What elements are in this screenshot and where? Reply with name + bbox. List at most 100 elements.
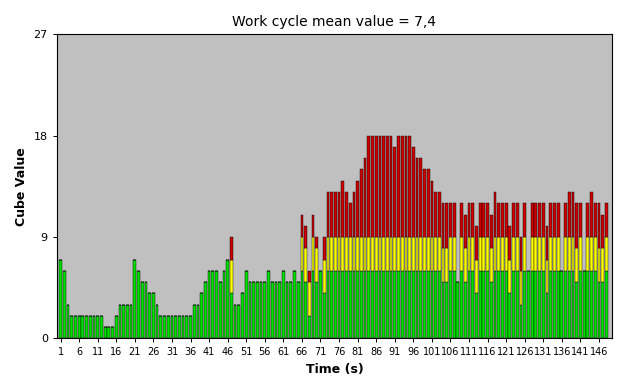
Bar (367, 271, 370, 339)
Bar (401, 136, 404, 237)
Bar (553, 271, 556, 339)
Bar (352, 192, 356, 237)
Bar (594, 271, 597, 339)
Bar (493, 271, 497, 339)
Bar (263, 282, 266, 339)
Bar (564, 271, 567, 339)
Bar (472, 237, 474, 271)
Bar (375, 271, 377, 339)
Bar (389, 237, 393, 271)
Bar (472, 203, 474, 237)
Bar (308, 316, 311, 339)
Bar (460, 203, 463, 237)
Bar (352, 271, 356, 339)
Bar (360, 271, 363, 339)
Bar (512, 271, 515, 339)
Bar (586, 271, 589, 339)
Bar (341, 237, 344, 271)
Bar (412, 147, 414, 237)
Bar (152, 293, 155, 339)
Bar (601, 215, 604, 248)
Bar (416, 271, 418, 339)
Bar (393, 271, 396, 339)
Bar (386, 271, 389, 339)
Bar (312, 215, 315, 237)
Bar (601, 248, 604, 282)
Bar (327, 271, 329, 339)
Bar (134, 260, 136, 339)
Bar (568, 237, 571, 271)
Bar (479, 237, 482, 271)
Bar (427, 237, 429, 271)
Bar (419, 158, 422, 237)
Bar (468, 203, 470, 237)
Bar (605, 203, 608, 237)
Bar (404, 237, 408, 271)
Bar (178, 316, 181, 339)
Bar (490, 248, 493, 282)
Bar (107, 327, 110, 339)
Bar (93, 316, 95, 339)
Bar (230, 237, 233, 260)
Bar (364, 237, 366, 271)
Bar (531, 271, 534, 339)
Bar (453, 271, 456, 339)
Bar (300, 237, 303, 271)
Bar (308, 271, 311, 282)
Bar (445, 282, 448, 339)
Bar (438, 237, 441, 271)
Bar (182, 316, 184, 339)
Bar (582, 271, 586, 339)
Bar (427, 271, 429, 339)
Bar (70, 316, 73, 339)
Bar (545, 260, 549, 293)
Bar (435, 237, 437, 271)
Bar (386, 237, 389, 271)
Bar (367, 136, 370, 237)
Bar (483, 237, 485, 271)
Bar (386, 136, 389, 237)
Bar (345, 237, 348, 271)
Bar (163, 316, 166, 339)
Bar (524, 271, 526, 339)
Bar (438, 271, 441, 339)
Bar (334, 237, 337, 271)
Bar (531, 237, 534, 271)
Bar (431, 271, 433, 339)
Bar (364, 271, 366, 339)
Bar (401, 271, 404, 339)
Bar (586, 237, 589, 271)
Bar (145, 282, 147, 339)
Bar (308, 282, 311, 316)
Bar (427, 169, 429, 237)
Bar (445, 248, 448, 282)
Bar (586, 203, 589, 237)
Bar (382, 237, 385, 271)
Bar (524, 203, 526, 237)
Bar (538, 203, 541, 237)
Bar (148, 293, 151, 339)
Bar (572, 192, 574, 237)
Bar (119, 305, 122, 339)
Bar (508, 226, 511, 260)
Bar (393, 147, 396, 237)
Bar (293, 271, 296, 339)
Bar (497, 203, 500, 237)
Bar (545, 226, 549, 260)
Bar (379, 271, 381, 339)
Bar (256, 282, 259, 339)
Bar (219, 282, 221, 339)
Bar (505, 271, 508, 339)
Bar (419, 237, 422, 271)
Bar (85, 316, 88, 339)
Bar (204, 282, 207, 339)
Bar (282, 271, 285, 339)
Bar (345, 192, 348, 237)
Bar (389, 271, 393, 339)
Bar (208, 271, 211, 339)
Bar (137, 271, 140, 339)
Bar (408, 136, 411, 237)
Bar (234, 305, 236, 339)
Bar (323, 293, 325, 339)
Bar (389, 136, 393, 237)
